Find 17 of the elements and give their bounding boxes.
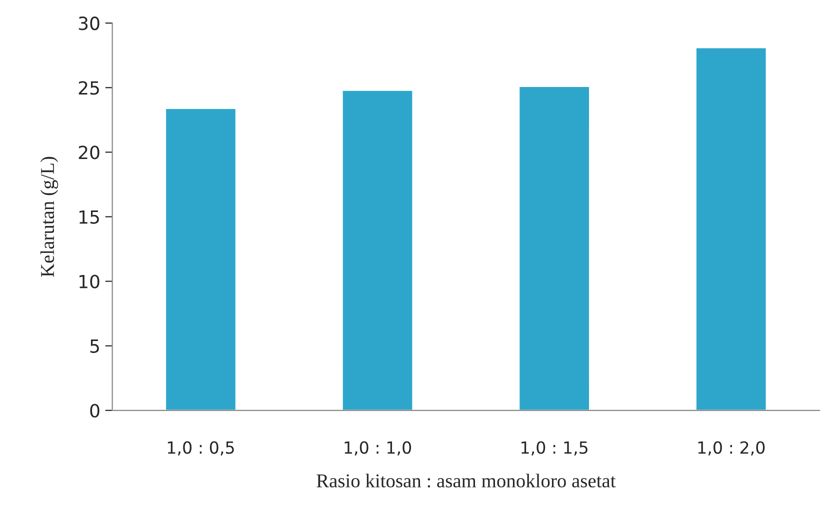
y-tick-label: 10 — [80, 274, 100, 288]
y-tick-label: 5 — [90, 340, 99, 353]
bar — [164, 108, 237, 410]
y-tick-label: 30 — [78, 16, 100, 30]
bar — [341, 90, 414, 410]
bar — [695, 46, 768, 410]
y-tick-label: 20 — [78, 146, 100, 160]
bar — [518, 86, 590, 410]
x-axis-title: Rasio kitosan : asam monokloro asetat — [316, 474, 616, 488]
y-tick-label: 25 — [78, 81, 99, 95]
x-tick-label: 1,0 : 0,5 — [168, 441, 234, 456]
y-axis-title: Kelarutan (g/L) — [40, 156, 58, 277]
y-tick-label: 0 — [90, 404, 100, 418]
x-tick-label: 1,0 : 1,5 — [522, 441, 588, 456]
x-tick-label: 1,0 : 2,0 — [698, 441, 765, 456]
y-tick-label: 15 — [80, 210, 99, 224]
x-tick-label: 1,0 : 1,0 — [344, 441, 412, 456]
